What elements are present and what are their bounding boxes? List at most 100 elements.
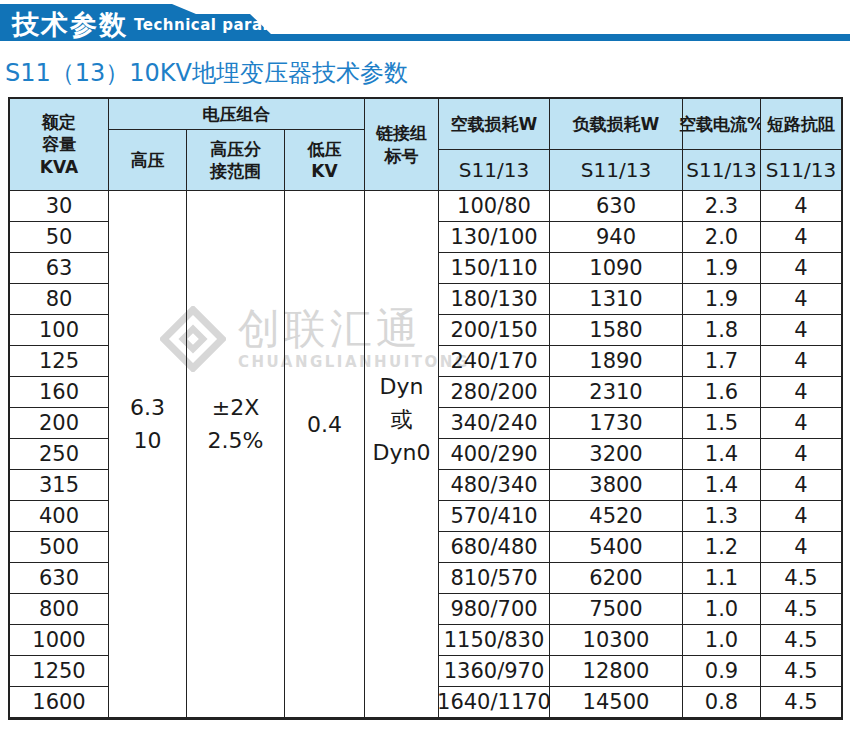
table-cell-kva: 80 [10,284,109,315]
table-cell-current: 1.4 [683,439,761,470]
table-cell-kva: 800 [10,594,109,625]
no-load-current-cells: 2.32.01.91.91.81.71.61.51.41.41.31.21.11… [683,191,761,718]
no-load-loss-cells: 100/80130/100150/110180/130200/150240/17… [439,191,550,718]
table-cell-current: 1.9 [683,284,761,315]
column-load-loss: 负载损耗W S11/13 630940109013101580189023101… [550,99,683,718]
table-cell-kva: 125 [10,346,109,377]
cell-lv-value: 0.4 [285,191,365,718]
table-cell-current: 1.9 [683,253,761,284]
table-cell-load: 2310 [550,377,683,408]
table-cell-imp: 4 [761,191,841,222]
header-hv: 高压 [109,130,187,191]
impedance-cells: 4444444444444.54.54.54.54.5 [761,191,841,718]
table-cell-current: 2.0 [683,222,761,253]
table-cell-no_load: 180/130 [439,284,550,315]
header-load-loss: 负载损耗W [550,99,683,150]
table-cell-load: 10300 [550,625,683,656]
table-cell-kva: 1000 [10,625,109,656]
header-lv: 低压 KV [285,130,365,191]
table-cell-load: 630 [550,191,683,222]
table-cell-no_load: 570/410 [439,501,550,532]
header-no-load-loss: 空载损耗W [439,99,550,150]
table-cell-imp: 4 [761,346,841,377]
column-no-load-current: 空载电流% S11/13 2.32.01.91.91.81.71.61.51.4… [683,99,761,718]
parameters-table: 额定 容量 KVA 305063801001251602002503154005… [8,97,843,720]
table-cell-no_load: 200/150 [439,315,550,346]
table-cell-imp: 4.5 [761,656,841,687]
table-cell-no_load: 680/480 [439,532,550,563]
table-cell-load: 1730 [550,408,683,439]
cell-hv-value: 6.3 10 [109,191,187,718]
table-cell-load: 7500 [550,594,683,625]
table-cell-current: 1.5 [683,408,761,439]
column-rated-capacity: 额定 容量 KVA 305063801001251602002503154005… [10,99,109,718]
table-cell-kva: 630 [10,563,109,594]
table-cell-kva: 315 [10,470,109,501]
table-cell-no_load: 400/290 [439,439,550,470]
table-cell-imp: 4 [761,222,841,253]
table-cell-imp: 4.5 [761,625,841,656]
table-cell-no_load: 150/110 [439,253,550,284]
table-cell-kva: 100 [10,315,109,346]
column-no-load-loss: 空载损耗W S11/13 100/80130/100150/110180/130… [439,99,550,718]
column-lv: 低压 KV 0.4 [285,130,365,718]
table-cell-no_load: 130/100 [439,222,550,253]
page: 技术参数 Technical parameter S11（13）10KV地埋变压… [0,0,850,740]
header-vector-group: 链接组 标号 [365,99,439,191]
header-hv-tap-range: 高压分 接范围 [187,130,285,191]
banner-title-zh: 技术参数 [12,7,128,43]
table-cell-no_load: 1360/970 [439,656,550,687]
header-voltage-group: 电压组合 [109,99,365,130]
table-cell-current: 1.2 [683,532,761,563]
table-cell-load: 5400 [550,532,683,563]
table-cell-load: 940 [550,222,683,253]
table-cell-no_load: 480/340 [439,470,550,501]
table-cell-imp: 4.5 [761,594,841,625]
header-model-impedance: S11/13 [761,150,841,191]
table-cell-kva: 30 [10,191,109,222]
column-group-voltage: 电压组合 高压 6.3 10 高压分 接范围 ±2X 2.5% 低压 KV 0.… [109,99,365,718]
table-cell-current: 1.6 [683,377,761,408]
table-cell-current: 1.3 [683,501,761,532]
cell-hv-tap-value: ±2X 2.5% [187,191,285,718]
cell-vector-group-value: Dyn 或 Dyn0 [365,191,439,718]
table-cell-imp: 4 [761,284,841,315]
table-cell-kva: 1600 [10,687,109,718]
table-cell-load: 1090 [550,253,683,284]
table-cell-load: 12800 [550,656,683,687]
header-model-no-load-loss: S11/13 [439,150,550,191]
table-cell-load: 6200 [550,563,683,594]
table-cell-load: 1890 [550,346,683,377]
table-cell-imp: 4 [761,315,841,346]
capacity-cells: 3050638010012516020025031540050063080010… [10,191,109,718]
table-cell-imp: 4 [761,408,841,439]
header-rated-capacity: 额定 容量 KVA [10,99,109,191]
table-cell-imp: 4 [761,253,841,284]
table-cell-load: 3800 [550,470,683,501]
table-cell-current: 1.1 [683,563,761,594]
column-hv-tap-range: 高压分 接范围 ±2X 2.5% [187,130,285,718]
voltage-subcolumns: 高压 6.3 10 高压分 接范围 ±2X 2.5% 低压 KV 0.4 [109,130,365,718]
table-cell-no_load: 980/700 [439,594,550,625]
table-cell-load: 1580 [550,315,683,346]
table-cell-no_load: 240/170 [439,346,550,377]
header-impedance: 短路抗阻 [761,99,841,150]
table-cell-kva: 500 [10,532,109,563]
banner-title-en: Technical parameter [134,16,316,34]
table-cell-no_load: 1150/830 [439,625,550,656]
table-cell-kva: 160 [10,377,109,408]
table-cell-imp: 4.5 [761,687,841,718]
load-loss-cells: 6309401090131015801890231017303200380045… [550,191,683,718]
table-cell-imp: 4 [761,532,841,563]
table-cell-current: 1.7 [683,346,761,377]
header-model-load-loss: S11/13 [550,150,683,191]
table-cell-imp: 4 [761,470,841,501]
table-cell-no_load: 810/570 [439,563,550,594]
table-cell-current: 1.8 [683,315,761,346]
table-cell-load: 1310 [550,284,683,315]
table-cell-current: 1.0 [683,625,761,656]
table-cell-load: 4520 [550,501,683,532]
table-cell-imp: 4 [761,439,841,470]
page-title: S11（13）10KV地埋变压器技术参数 [5,57,408,89]
table-cell-kva: 400 [10,501,109,532]
